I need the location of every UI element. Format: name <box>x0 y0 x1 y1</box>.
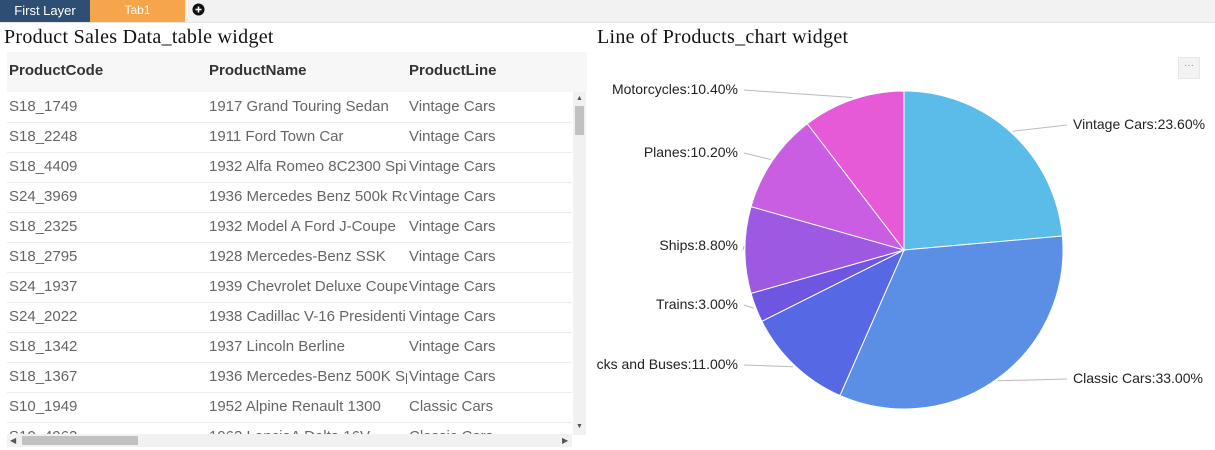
table-row[interactable]: S18_4409 1932 Alfa Romeo 8C2300 Spi Vintag… <box>7 152 572 183</box>
table-header: ProductCode ProductName ProductLine <box>7 52 587 92</box>
table-row[interactable]: S10_1949 1952 Alpine Renault 1300 Classic … <box>7 392 572 423</box>
table-row[interactable]: S18_1749 1917 Grand Touring Sedan Vintage … <box>7 92 572 123</box>
table-row[interactable]: S18_2795 1928 Mercedes-Benz SSK Vintage Ca… <box>7 242 572 273</box>
cell-product-name: 1936 Mercedes Benz 500k Ro <box>209 188 407 205</box>
cell-product-line: Vintage Cars <box>409 308 496 325</box>
table-row[interactable]: S18_2325 1932 Model A Ford J-Coupe Vintage… <box>7 212 572 243</box>
pie-slice[interactable] <box>839 235 1064 410</box>
product-sales-table: ProductCode ProductName ProductLine S18_… <box>7 52 587 450</box>
cell-product-code: S10_1949 <box>9 398 78 415</box>
cell-product-code: S24_2022 <box>9 308 78 325</box>
pie-slice[interactable] <box>750 123 906 251</box>
pie-leader-line <box>743 89 853 98</box>
pie-slice-label: Trucks and Buses:11.00% <box>597 356 738 372</box>
cell-product-line: Vintage Cars <box>409 188 496 205</box>
scroll-down-arrow-icon[interactable]: ▼ <box>576 423 583 430</box>
pie-slice[interactable] <box>903 90 1063 251</box>
pie-leader-line <box>742 245 745 251</box>
table-row[interactable]: S18_1367 1936 Mercedes-Benz 500K Sp Vintag… <box>7 362 572 393</box>
cell-product-line: Classic Cars <box>409 398 494 415</box>
cell-product-code: S24_1937 <box>9 278 78 295</box>
table-row[interactable]: S18_2248 1911 Ford Town Car Vintage Cars <box>7 122 572 153</box>
scroll-up-arrow-icon[interactable]: ▲ <box>576 95 583 102</box>
cell-product-name: 1932 Alfa Romeo 8C2300 Spi <box>209 158 407 175</box>
pie-slice[interactable] <box>806 90 905 252</box>
table-widget-title: Product Sales Data_table widget <box>4 26 274 48</box>
tab-bar: First Layer Tab1 <box>0 0 1215 23</box>
pie-leader-line <box>1012 124 1068 132</box>
cell-product-name: 1936 Mercedes-Benz 500K Sp <box>209 368 407 385</box>
cell-product-name: 1952 Alpine Renault 1300 <box>209 398 381 415</box>
table-row[interactable]: S24_2022 1938 Cadillac V-16 Presidenti Vin… <box>7 302 572 333</box>
column-header-productcode[interactable]: ProductCode <box>9 62 104 79</box>
cell-product-name: 1911 Ford Town Car <box>209 128 344 145</box>
vertical-scroll-thumb[interactable] <box>575 106 584 135</box>
table-row[interactable]: S10_4962 1962 LanciaA Delta 16V Classic Ca… <box>7 422 572 437</box>
pie-slice[interactable] <box>744 205 906 295</box>
cell-product-name: 1928 Mercedes-Benz SSK <box>209 248 386 265</box>
cell-product-line: Vintage Cars <box>409 368 496 385</box>
tab-first-layer[interactable]: First Layer <box>0 0 90 22</box>
pie-leader-line <box>997 378 1068 382</box>
pie-slice-label: Classic Cars:33.00% <box>1073 370 1203 386</box>
cell-product-line: Vintage Cars <box>409 248 496 265</box>
cell-product-name: 1932 Model A Ford J-Coupe <box>209 218 396 235</box>
pie-leader-line <box>743 152 771 160</box>
pie-slice-label: Ships:8.80% <box>659 237 738 253</box>
cell-product-name: 1938 Cadillac V-16 Presidenti <box>209 308 406 325</box>
pie-slice-label: Trains:3.00% <box>656 296 738 312</box>
cell-product-code: S18_1749 <box>9 98 78 115</box>
table-row[interactable]: S24_3969 1936 Mercedes Benz 500k Ro Vintag… <box>7 182 572 213</box>
column-header-productname[interactable]: ProductName <box>209 62 307 79</box>
cell-product-line: Vintage Cars <box>409 218 496 235</box>
column-header-productline[interactable]: ProductLine <box>409 62 497 79</box>
pie-slice-label: Motorcycles:10.40% <box>612 81 738 97</box>
chart-widget-title: Line of Products_chart widget <box>597 26 849 48</box>
cell-product-code: S18_2248 <box>9 128 78 145</box>
cell-product-line: Vintage Cars <box>409 278 496 295</box>
table-row[interactable]: S24_1937 1939 Chevrolet Deluxe Coupe Vinta… <box>7 272 572 303</box>
cell-product-code: S18_4409 <box>9 158 78 175</box>
horizontal-scroll-thumb[interactable] <box>22 436 138 445</box>
pie-slice-label: Planes:10.20% <box>644 144 738 160</box>
cell-product-code: S24_3969 <box>9 188 78 205</box>
cell-product-code: S18_2795 <box>9 248 78 265</box>
product-line-pie-chart: Vintage Cars:23.60% Classic Cars:33.00% Tr… <box>597 81 1205 410</box>
ellipsis-icon[interactable]: ··· <box>1178 57 1200 79</box>
cell-product-line: Vintage Cars <box>409 158 496 175</box>
cell-product-name: 1917 Grand Touring Sedan <box>209 98 389 115</box>
cell-product-code: S18_2325 <box>9 218 78 235</box>
cell-product-line: Classic Cars <box>409 428 494 437</box>
vertical-scrollbar[interactable]: ▲ ▼ <box>573 92 586 435</box>
cell-product-line: Vintage Cars <box>409 98 496 115</box>
plus-circle-icon[interactable] <box>192 3 205 16</box>
pie-slice[interactable] <box>761 248 906 397</box>
cell-product-name: 1962 LanciaA Delta 16V <box>209 428 370 437</box>
pie-leader-line <box>743 304 755 309</box>
pie-leader-line <box>743 364 794 368</box>
horizontal-scrollbar[interactable]: ◀ ▶ <box>7 434 572 447</box>
cell-product-line: Vintage Cars <box>409 128 496 145</box>
cell-product-name: 1939 Chevrolet Deluxe Coupe <box>209 278 407 295</box>
cell-product-code: S10_4962 <box>9 428 78 437</box>
scroll-right-arrow-icon[interactable]: ▶ <box>562 436 569 445</box>
table-body: S18_1749 1917 Grand Touring Sedan Vintage … <box>7 92 572 437</box>
tab-tab1[interactable]: Tab1 <box>90 0 185 22</box>
table-row[interactable]: S18_1342 1937 Lincoln Berline Vintage Cars <box>7 332 572 363</box>
scroll-left-arrow-icon[interactable]: ◀ <box>10 436 17 445</box>
cell-product-code: S18_1367 <box>9 368 78 385</box>
cell-product-line: Vintage Cars <box>409 338 496 355</box>
cell-product-name: 1937 Lincoln Berline <box>209 338 345 355</box>
pie-slice-label: Vintage Cars:23.60% <box>1073 116 1205 132</box>
cell-product-code: S18_1342 <box>9 338 78 355</box>
